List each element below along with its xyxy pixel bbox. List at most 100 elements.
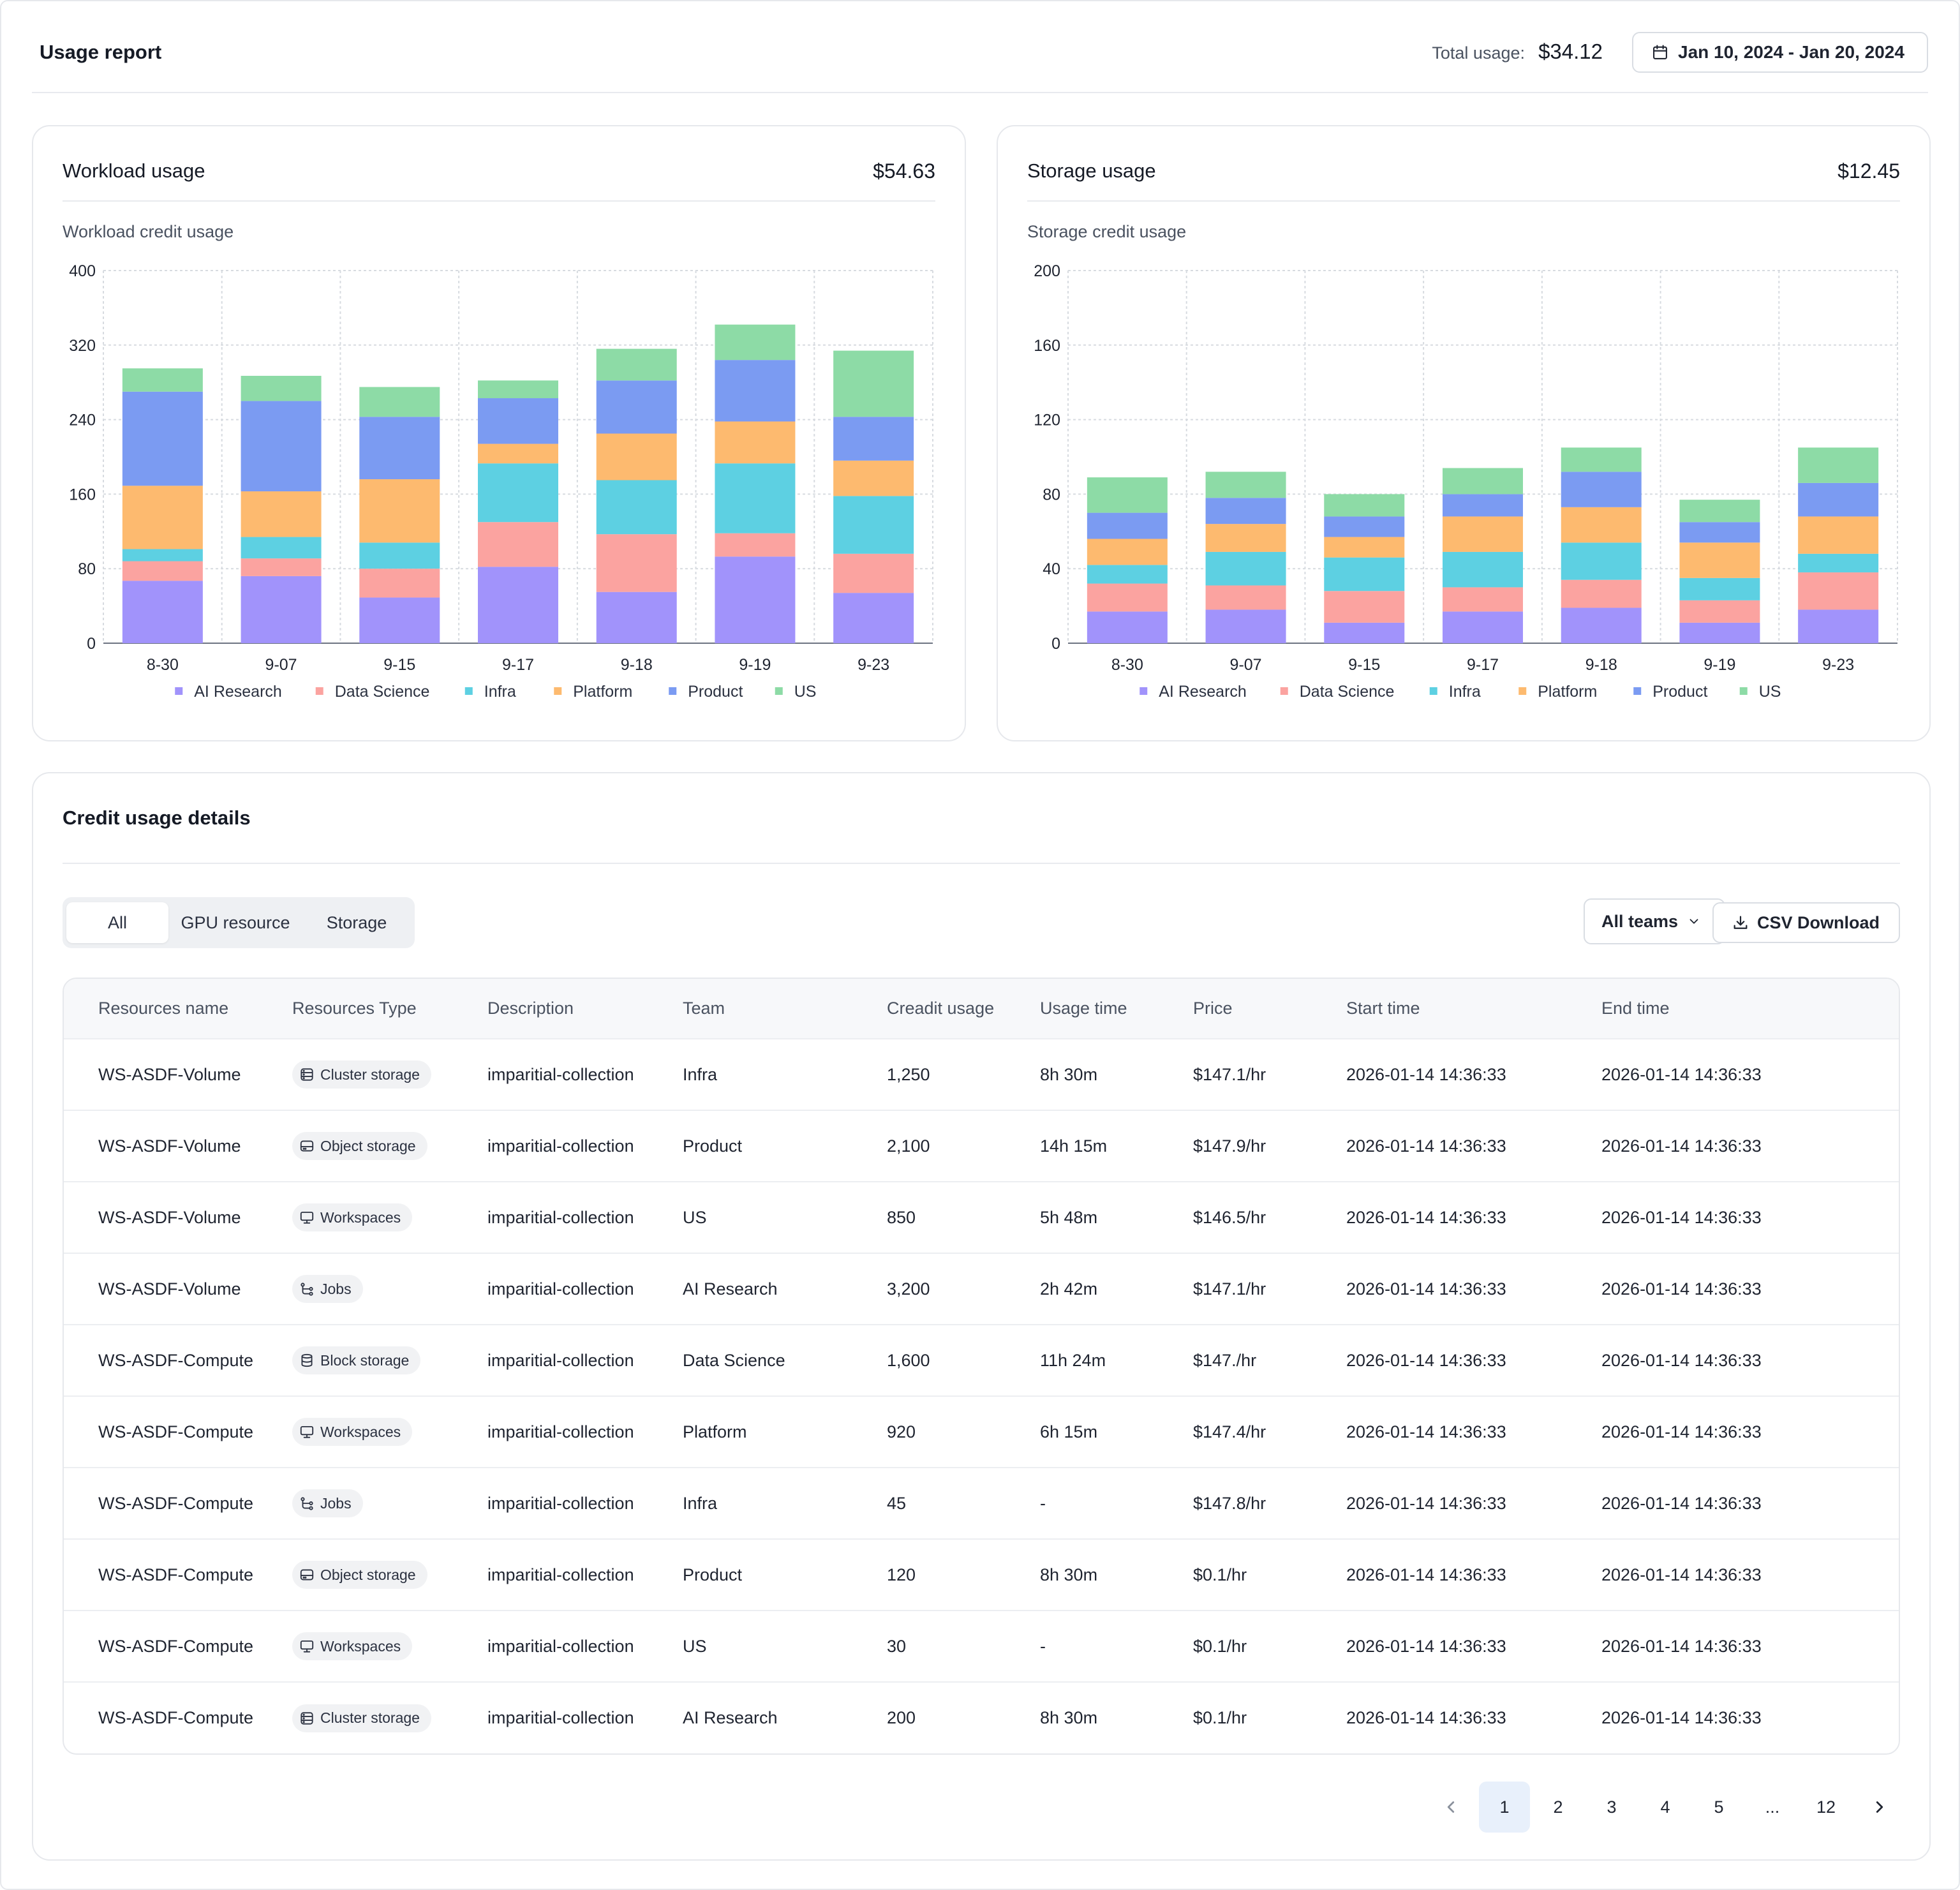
col-start-time-header[interactable]: Start time [1346,999,1420,1018]
bar-segment-infra-9-23[interactable] [1798,553,1879,573]
bar-segment-us-9-17[interactable] [1443,468,1523,495]
bar-segment-us-8-30[interactable] [1087,477,1168,513]
bar-segment-platform-9-15[interactable] [359,479,440,543]
bar-segment-ai-research-9-17[interactable] [1443,611,1523,643]
bar-segment-data-science-9-18[interactable] [596,534,677,592]
csv-download-button[interactable]: CSV Download [1712,902,1900,943]
prev-page-button[interactable] [1425,1782,1476,1833]
legend-item-product[interactable]: Product [1633,683,1707,701]
teams-filter-dropdown[interactable]: All teams [1584,898,1725,944]
next-page-button[interactable] [1854,1782,1905,1833]
table-row[interactable]: WS-ASDF-Volume Cluster storage imparitial-… [64,1038,1899,1110]
bar-segment-infra-9-15[interactable] [359,542,440,569]
bar-segment-data-science-9-23[interactable] [1798,572,1879,610]
bar-segment-data-science-9-18[interactable] [1561,579,1642,608]
bar-segment-product-8-30[interactable] [122,391,203,486]
table-row[interactable]: WS-ASDF-Compute Workspaces imparitial-coll… [64,1610,1899,1682]
bar-segment-product-9-07[interactable] [1205,498,1286,525]
tab-storage[interactable]: Storage [326,912,387,932]
page-button-5[interactable]: 5 [1714,1797,1724,1817]
bar-segment-product-9-23[interactable] [833,417,914,461]
bar-segment-data-science-9-07[interactable] [241,558,322,576]
table-row[interactable]: WS-ASDF-Volume Object storage imparitial-c… [64,1110,1899,1182]
bar-segment-ai-research-8-30[interactable] [1087,611,1168,643]
table-row[interactable]: WS-ASDF-Compute Workspaces imparitial-coll… [64,1395,1899,1468]
bar-segment-platform-9-18[interactable] [596,433,677,480]
bar-segment-infra-9-23[interactable] [833,496,914,554]
bar-segment-data-science-9-17[interactable] [478,522,558,567]
col-credit-usage-header[interactable]: Creadit usage [887,999,995,1018]
bar-segment-platform-8-30[interactable] [1087,539,1168,565]
table-row[interactable]: WS-ASDF-Volume Jobs imparitial-collection A… [64,1253,1899,1325]
bar-segment-infra-9-07[interactable] [1205,551,1286,586]
table-row[interactable]: WS-ASDF-Compute Object storage imparitial-… [64,1538,1899,1611]
bar-segment-ai-research-9-07[interactable] [1205,609,1286,643]
bar-segment-ai-research-9-18[interactable] [1561,607,1642,643]
bar-segment-product-8-30[interactable] [1087,512,1168,539]
bar-segment-ai-research-9-15[interactable] [1324,622,1405,643]
legend-item-platform[interactable]: Platform [1518,683,1597,701]
bar-segment-data-science-9-15[interactable] [1324,591,1405,623]
table-row[interactable]: WS-ASDF-Volume Workspaces imparitial-colle… [64,1181,1899,1253]
bar-segment-product-9-15[interactable] [359,417,440,480]
bar-segment-data-science-8-30[interactable] [1087,583,1168,612]
legend-item-data-science[interactable]: Data Science [315,683,430,701]
bar-segment-product-9-15[interactable] [1324,516,1405,537]
bar-segment-infra-9-18[interactable] [1561,542,1642,580]
bar-segment-platform-9-23[interactable] [833,460,914,496]
bar-segment-ai-research-9-23[interactable] [1798,609,1879,643]
bar-segment-platform-9-19[interactable] [1679,542,1760,578]
bar-segment-infra-9-07[interactable] [241,537,322,559]
bar-segment-data-science-9-19[interactable] [1679,600,1760,623]
bar-segment-platform-9-17[interactable] [1443,516,1523,552]
bar-segment-us-9-18[interactable] [1561,447,1642,472]
bar-segment-data-science-8-30[interactable] [122,561,203,581]
bar-segment-platform-9-07[interactable] [241,491,322,537]
bar-segment-ai-research-9-23[interactable] [833,593,914,643]
bar-segment-data-science-9-23[interactable] [833,553,914,593]
legend-item-platform[interactable]: Platform [554,683,632,701]
legend-item-us[interactable]: US [775,683,817,701]
page-button-1[interactable]: 1 [1479,1782,1530,1833]
legend-item-product[interactable]: Product [669,683,743,701]
table-row[interactable]: WS-ASDF-Compute Jobs imparitial-collection… [64,1467,1899,1539]
bar-segment-product-9-07[interactable] [241,401,322,492]
bar-segment-us-9-23[interactable] [833,350,914,417]
bar-segment-ai-research-9-15[interactable] [359,597,440,643]
legend-item-infra[interactable]: Infra [1429,683,1481,701]
bar-segment-product-9-19[interactable] [1679,522,1760,543]
bar-segment-ai-research-9-07[interactable] [241,576,322,643]
bar-segment-data-science-9-19[interactable] [715,533,796,557]
bar-segment-infra-9-19[interactable] [715,463,796,533]
page-button-3[interactable]: 3 [1607,1797,1617,1817]
legend-item-ai-research[interactable]: AI Research [1140,683,1247,701]
bar-segment-infra-9-17[interactable] [1443,551,1523,588]
bar-segment-ai-research-9-19[interactable] [715,556,796,643]
bar-segment-data-science-9-17[interactable] [1443,587,1523,612]
bar-segment-infra-9-18[interactable] [596,480,677,535]
bar-segment-ai-research-9-18[interactable] [596,592,677,643]
page-button-2[interactable]: 2 [1553,1797,1563,1817]
bar-segment-infra-8-30[interactable] [1087,565,1168,584]
bar-segment-product-9-19[interactable] [715,360,796,422]
bar-segment-platform-9-17[interactable] [478,443,558,464]
bar-segment-us-9-07[interactable] [241,375,322,401]
bar-segment-platform-9-23[interactable] [1798,516,1879,554]
legend-item-us[interactable]: US [1739,683,1781,701]
bar-segment-infra-9-17[interactable] [478,463,558,523]
table-row[interactable]: WS-ASDF-Compute Block storage imparitial-c… [64,1324,1899,1396]
bar-segment-us-9-07[interactable] [1205,472,1286,498]
col-description-header[interactable]: Description [487,999,574,1018]
bar-segment-us-9-18[interactable] [596,348,677,381]
col-resources-type-header[interactable]: Resources Type [292,999,417,1018]
bar-segment-product-9-18[interactable] [596,380,677,434]
bar-segment-us-9-15[interactable] [1324,494,1405,517]
bar-segment-ai-research-8-30[interactable] [122,581,203,643]
legend-item-data-science[interactable]: Data Science [1280,683,1395,701]
bar-segment-data-science-9-15[interactable] [359,569,440,598]
bar-segment-ai-research-9-19[interactable] [1679,622,1760,643]
bar-segment-platform-9-15[interactable] [1324,537,1405,558]
legend-item-ai-research[interactable]: AI Research [175,683,282,701]
bar-segment-ai-research-9-17[interactable] [478,567,558,643]
bar-segment-infra-8-30[interactable] [122,549,203,562]
